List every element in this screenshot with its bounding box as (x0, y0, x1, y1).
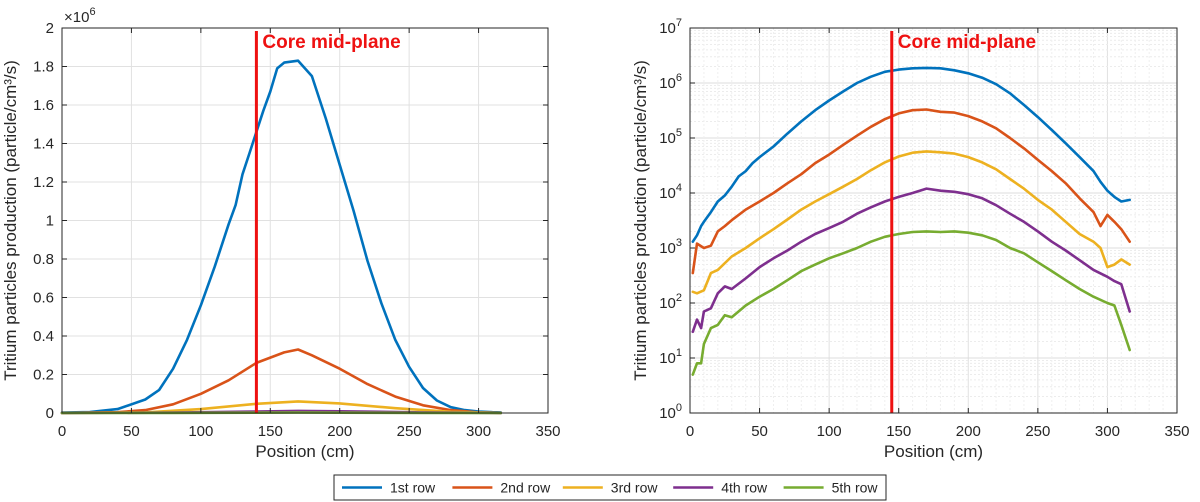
y-tick-base: 10 (659, 75, 676, 92)
y-axis: 0 0.2 0.4 0.6 0.8 1 1.2 1.4 1.6 1.8 2 (33, 20, 548, 422)
x-tick-label: 300 (1095, 423, 1120, 440)
series-line-2 (60, 348, 503, 415)
y-tick-label: 0.8 (33, 251, 54, 268)
x-tick-label: 100 (817, 423, 842, 440)
y-tick-base: 10 (659, 130, 676, 147)
y-tick-label: 1.2 (33, 174, 54, 191)
y-tick-base: 10 (659, 185, 676, 202)
x-tick-label: 0 (58, 423, 66, 440)
grid (62, 28, 548, 413)
x-axis-label: Position (cm) (884, 442, 983, 461)
y-tick-exponent: 2 (676, 292, 682, 304)
x-tick-label: 300 (466, 423, 491, 440)
y-tick-exponent: 0 (676, 402, 682, 414)
y-tick-label: 0.6 (33, 290, 54, 307)
series-group (691, 66, 1131, 376)
y-tick-label: 100 (659, 402, 682, 422)
y-axis-label: Tritium particles production (particle/c… (1, 60, 20, 381)
x-tick-label: 250 (397, 423, 422, 440)
core-midplane-label: Core mid-plane (898, 32, 1036, 53)
y-tick-label: 102 (659, 292, 682, 312)
x-axis-label: Position (cm) (255, 442, 354, 461)
x-tick-label: 250 (1025, 423, 1050, 440)
x-tick-label: 200 (956, 423, 981, 440)
y-multiplier-exponent: 6 (89, 6, 95, 18)
y-tick-label: 0 (46, 405, 54, 422)
y-tick-label: 0.2 (33, 367, 54, 384)
y-tick-exponent: 1 (676, 347, 682, 359)
legend: 1st row 2nd row 3rd row 4th row 5th row (333, 474, 887, 501)
y-tick-exponent: 6 (676, 72, 682, 84)
y-tick-label: 103 (659, 237, 682, 257)
x-axis: 0 50 100 150 200 250 300 350 (686, 28, 1190, 440)
y-tick-base: 10 (659, 295, 676, 312)
x-tick-label: 50 (123, 423, 140, 440)
y-tick-label: 101 (659, 347, 682, 367)
y-tick-label: 1.6 (33, 97, 54, 114)
y-tick-label: 1.4 (33, 136, 54, 153)
x-axis: 0 50 100 150 200 250 300 350 (58, 28, 561, 440)
y-tick-base: 10 (659, 350, 676, 367)
x-tick-label: 100 (188, 423, 213, 440)
y-tick-label: 107 (659, 17, 682, 37)
y-tick-base: 10 (659, 20, 676, 37)
x-tick-label: 150 (886, 423, 911, 440)
series-line-2 (691, 108, 1131, 275)
y-tick-label: 1 (46, 213, 54, 230)
y-multiplier: ×106 (64, 6, 96, 26)
y-multiplier-base: ×10 (64, 9, 89, 26)
y-tick-base: 10 (659, 405, 676, 422)
legend-label-3: 3rd row (611, 480, 659, 496)
plot-area (690, 28, 1177, 413)
y-tick-exponent: 5 (676, 127, 682, 139)
core-midplane-label: Core mid-plane (262, 32, 400, 53)
series-line-1 (691, 66, 1131, 243)
axes-box (689, 27, 1178, 414)
left-chart-linear: Core mid-plane 0 50 100 150 200 250 300 350 Posit… (1, 6, 561, 461)
y-tick-label: 104 (659, 182, 682, 202)
x-tick-label: 0 (686, 423, 694, 440)
x-tick-label: 150 (258, 423, 283, 440)
legend-label-5: 5th row (832, 480, 879, 496)
x-tick-label: 200 (327, 423, 352, 440)
y-tick-exponent: 3 (676, 237, 682, 249)
legend-label-1: 1st row (390, 480, 436, 496)
y-tick-base: 10 (659, 240, 676, 257)
y-tick-label: 1.8 (33, 59, 54, 76)
x-tick-label: 50 (751, 423, 768, 440)
series-line-3 (691, 150, 1131, 295)
y-axis-label: Tritium particles production (particle/c… (631, 60, 650, 381)
y-tick-exponent: 7 (676, 17, 682, 29)
y-tick-label: 106 (659, 72, 682, 92)
series-line-1 (60, 59, 503, 414)
x-tick-label: 350 (1164, 423, 1189, 440)
x-tick-label: 350 (535, 423, 560, 440)
y-tick-label: 2 (46, 20, 54, 37)
legend-label-4: 4th row (721, 480, 768, 496)
legend-label-2: 2nd row (500, 480, 551, 496)
y-tick-label: 0.4 (33, 328, 54, 345)
y-tick-label: 105 (659, 127, 682, 147)
y-tick-exponent: 4 (676, 182, 682, 194)
series-line-3 (60, 400, 503, 415)
